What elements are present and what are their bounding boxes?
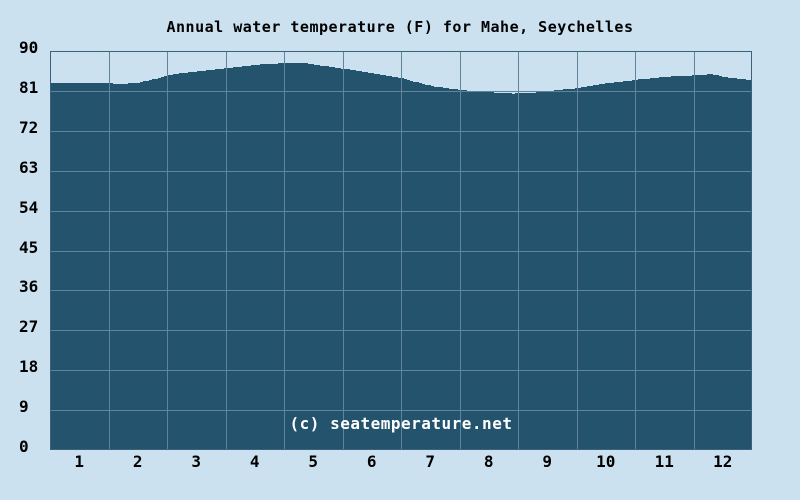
x-axis-tick-label: 6 bbox=[366, 452, 377, 471]
x-axis-tick-label: 4 bbox=[249, 452, 260, 471]
x-axis-tick-label: 1 bbox=[74, 452, 85, 471]
y-axis-tick-label: 90 bbox=[19, 38, 39, 57]
x-axis-tick-label: 2 bbox=[132, 452, 143, 471]
y-axis-tick-label: 0 bbox=[19, 437, 29, 456]
y-axis-tick-label: 63 bbox=[19, 157, 39, 177]
watermark: (c) seatemperature.net bbox=[289, 414, 513, 433]
x-axis-tick-label: 5 bbox=[308, 452, 319, 471]
y-axis-tick-label: 27 bbox=[19, 317, 39, 337]
x-axis-tick-label: 12 bbox=[713, 452, 733, 471]
y-axis-tick-label: 18 bbox=[19, 357, 39, 377]
x-axis-tick-label: 10 bbox=[596, 452, 616, 471]
y-axis-tick-label: 9 bbox=[19, 397, 29, 417]
x-axis-tick-label: 8 bbox=[483, 452, 494, 471]
x-axis-tick-label: 9 bbox=[542, 452, 553, 471]
y-axis-tick-label: 54 bbox=[19, 197, 39, 217]
plot-svg bbox=[50, 51, 752, 450]
plot-border bbox=[50, 51, 752, 450]
y-axis-tick-label: 36 bbox=[19, 277, 39, 297]
chart-title: Annual water temperature (F) for Mahe, S… bbox=[166, 18, 634, 36]
y-axis-tick-label: 72 bbox=[19, 117, 39, 137]
y-axis-tick-label: 45 bbox=[19, 237, 39, 257]
x-axis-tick-label: 7 bbox=[425, 452, 436, 471]
y-axis-tick-label: 81 bbox=[19, 77, 39, 97]
x-axis-tick-label: 11 bbox=[654, 452, 674, 471]
x-axis-tick-label: 3 bbox=[191, 452, 202, 471]
